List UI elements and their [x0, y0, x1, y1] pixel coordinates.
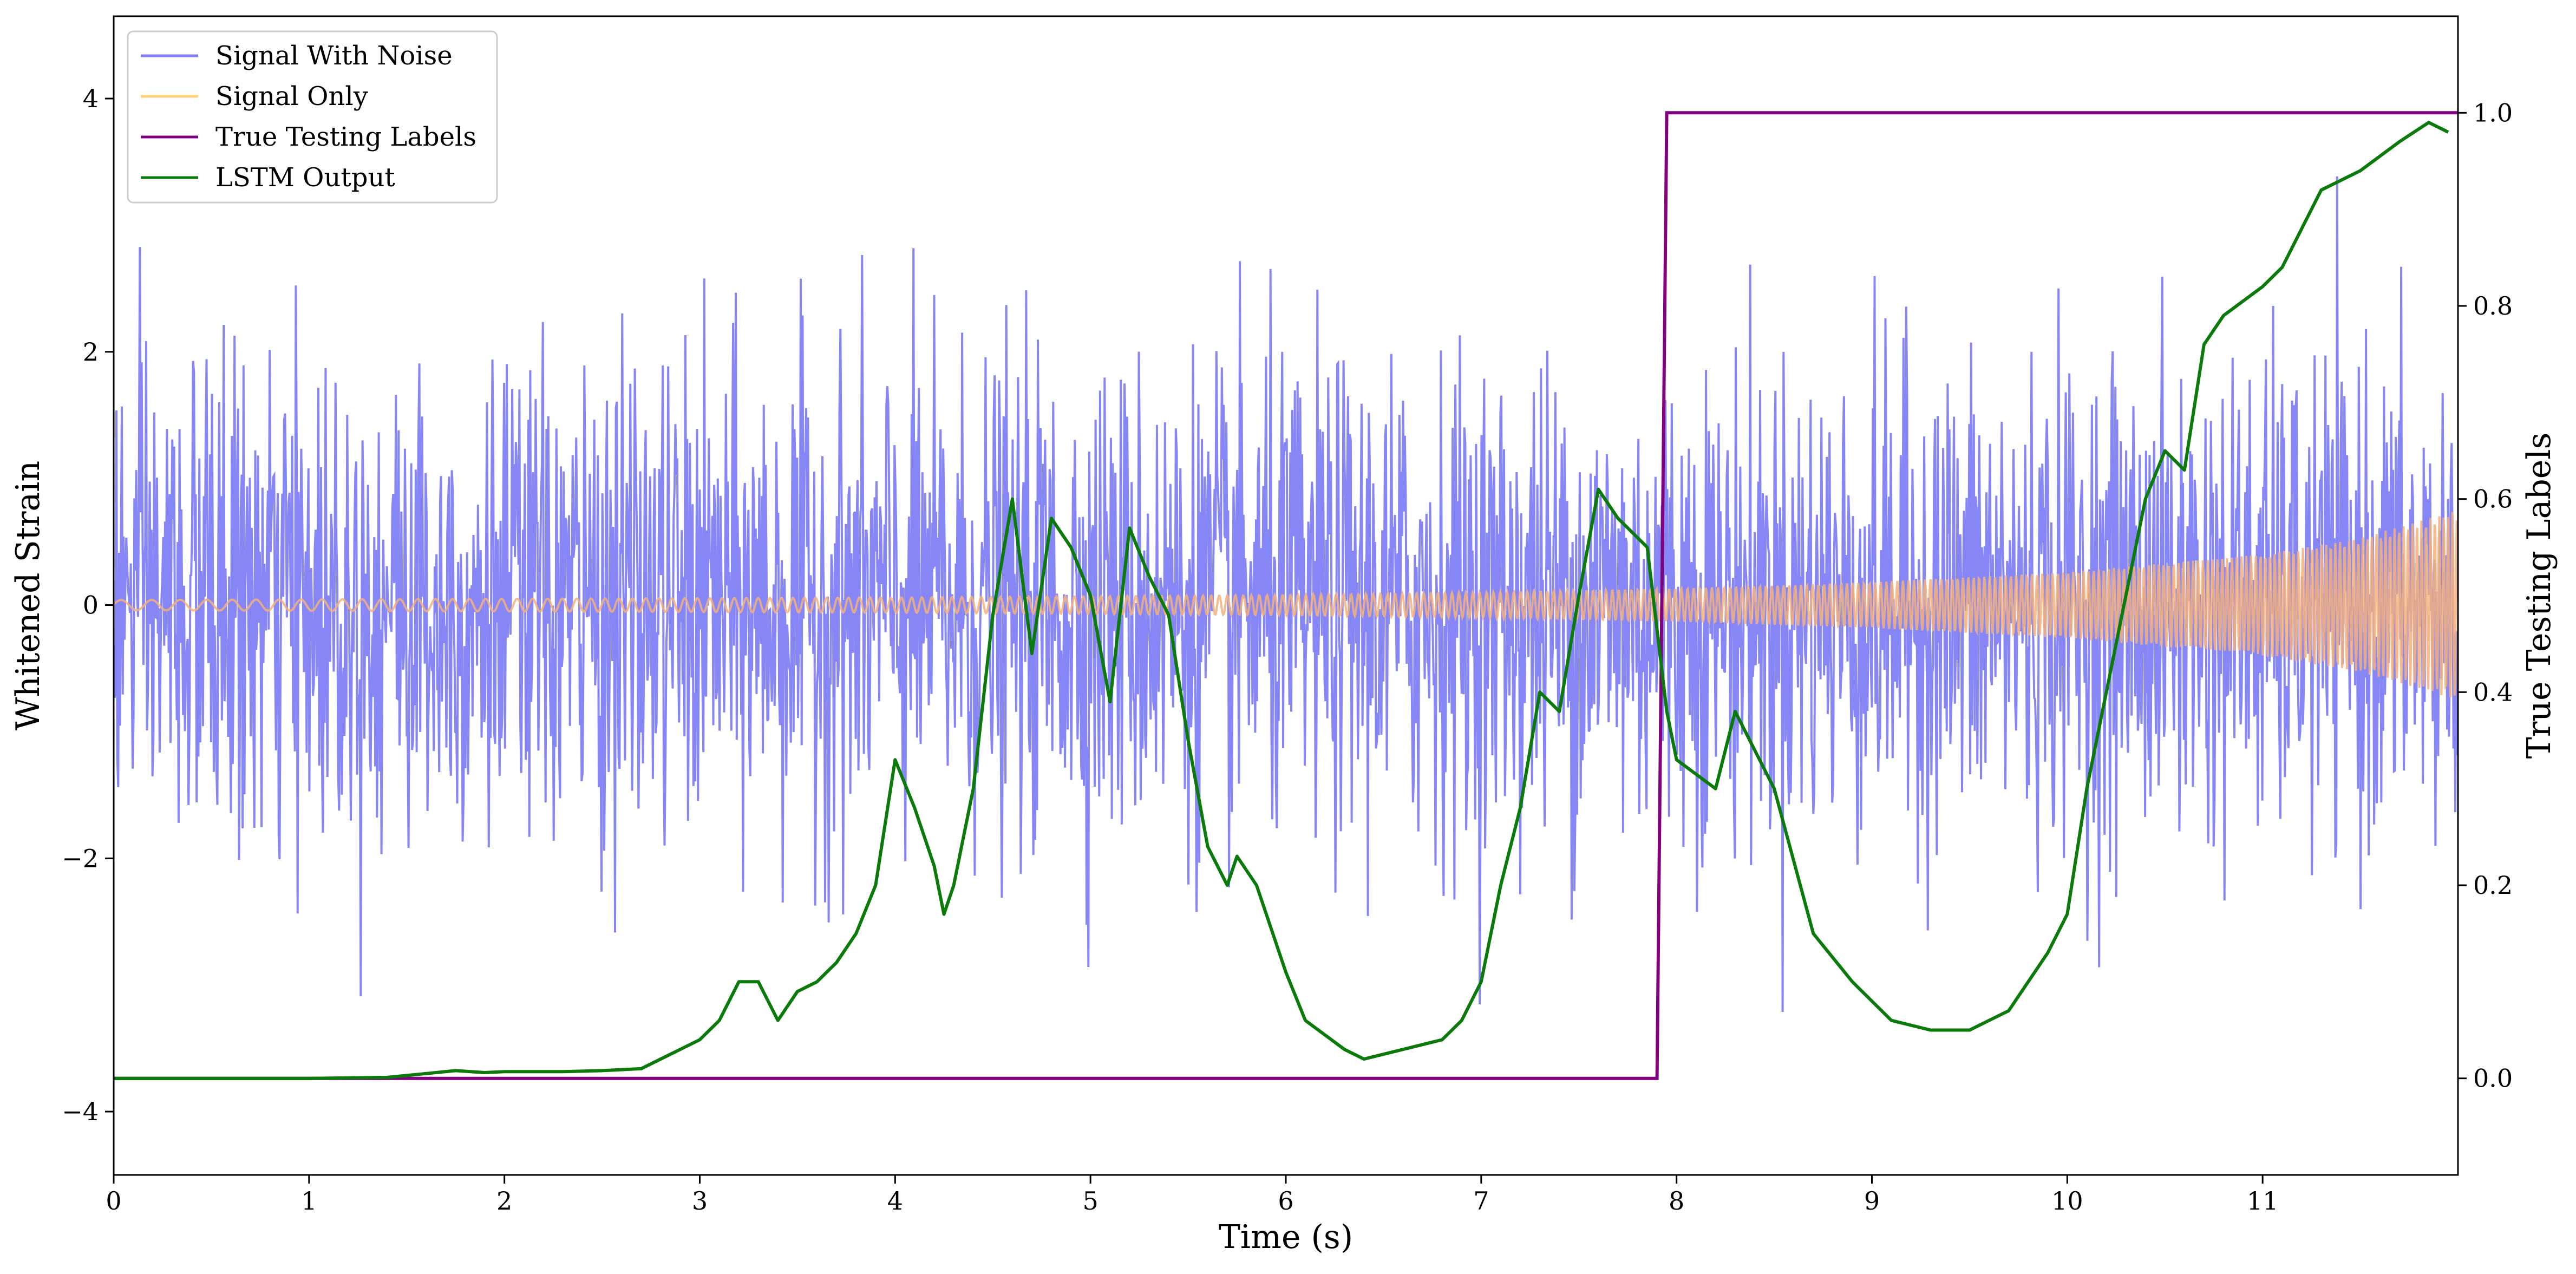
- y-axis-right: 0.0 0.2 0.4 0.6 0.8 1.0: [2458, 98, 2513, 1093]
- series-signal-with-noise: [114, 176, 2458, 1012]
- x-tick-label: 1: [301, 1186, 317, 1216]
- y-right-tick-label: 1.0: [2473, 98, 2513, 127]
- x-tick-label: 6: [1278, 1186, 1293, 1216]
- y-left-tick-label: 4: [83, 84, 99, 113]
- series-signal-only: [114, 512, 2458, 697]
- y-left-tick-label: −4: [62, 1097, 99, 1126]
- legend-box: [127, 30, 498, 204]
- x-tick-label: 9: [1864, 1186, 1880, 1216]
- signal-with-noise-line: [114, 176, 2458, 1012]
- signal-only-line: [114, 512, 2458, 697]
- y-axis-left: −4 −2 0 2 4: [62, 84, 114, 1126]
- y-left-tick-label: −2: [62, 844, 99, 873]
- x-tick-label: 5: [1083, 1186, 1099, 1216]
- x-tick-label: 0: [106, 1186, 121, 1216]
- y-right-tick-label: 0.0: [2473, 1064, 2513, 1093]
- plot-area: [114, 111, 2458, 1080]
- legend-label-signal-only: Signal Only: [215, 81, 368, 112]
- legend-label-signal-with-noise: Signal With Noise: [215, 41, 453, 71]
- y-right-tick-label: 0.6: [2473, 485, 2513, 514]
- x-axis-title: Time (s): [1219, 1218, 1353, 1256]
- y-right-tick-label: 0.2: [2473, 871, 2513, 900]
- y-right-tick-label: 0.8: [2473, 291, 2513, 321]
- legend-label-true-testing-labels: True Testing Labels: [215, 122, 476, 152]
- y-left-tick-label: 2: [83, 337, 99, 367]
- true-testing-labels-line: [114, 111, 2458, 1080]
- series-true-testing-labels: [114, 111, 2458, 1080]
- x-tick-label: 4: [887, 1186, 903, 1216]
- y-left-tick-label: 0: [83, 591, 99, 620]
- series-lstm-output: [114, 121, 2449, 1080]
- y-right-tick-label: 0.4: [2473, 677, 2513, 707]
- x-tick-label: 7: [1473, 1186, 1489, 1216]
- x-tick-label: 11: [2247, 1186, 2279, 1216]
- legend-label-lstm-output: LSTM Output: [215, 162, 395, 193]
- x-tick-label: 10: [2051, 1186, 2083, 1216]
- lstm-output-line: [114, 121, 2449, 1080]
- x-tick-label: 8: [1669, 1186, 1684, 1216]
- x-tick-label: 3: [692, 1186, 708, 1216]
- x-axis: 0 1 2 3 4 5 6 7 8 9 10 11: [106, 1175, 2278, 1216]
- x-tick-label: 2: [496, 1186, 512, 1216]
- legend: Signal With Noise Signal Only True Testi…: [127, 30, 498, 204]
- y-axis-left-title: Whitened Strain: [9, 461, 47, 730]
- y-axis-right-title: True Testing Labels: [2520, 433, 2558, 759]
